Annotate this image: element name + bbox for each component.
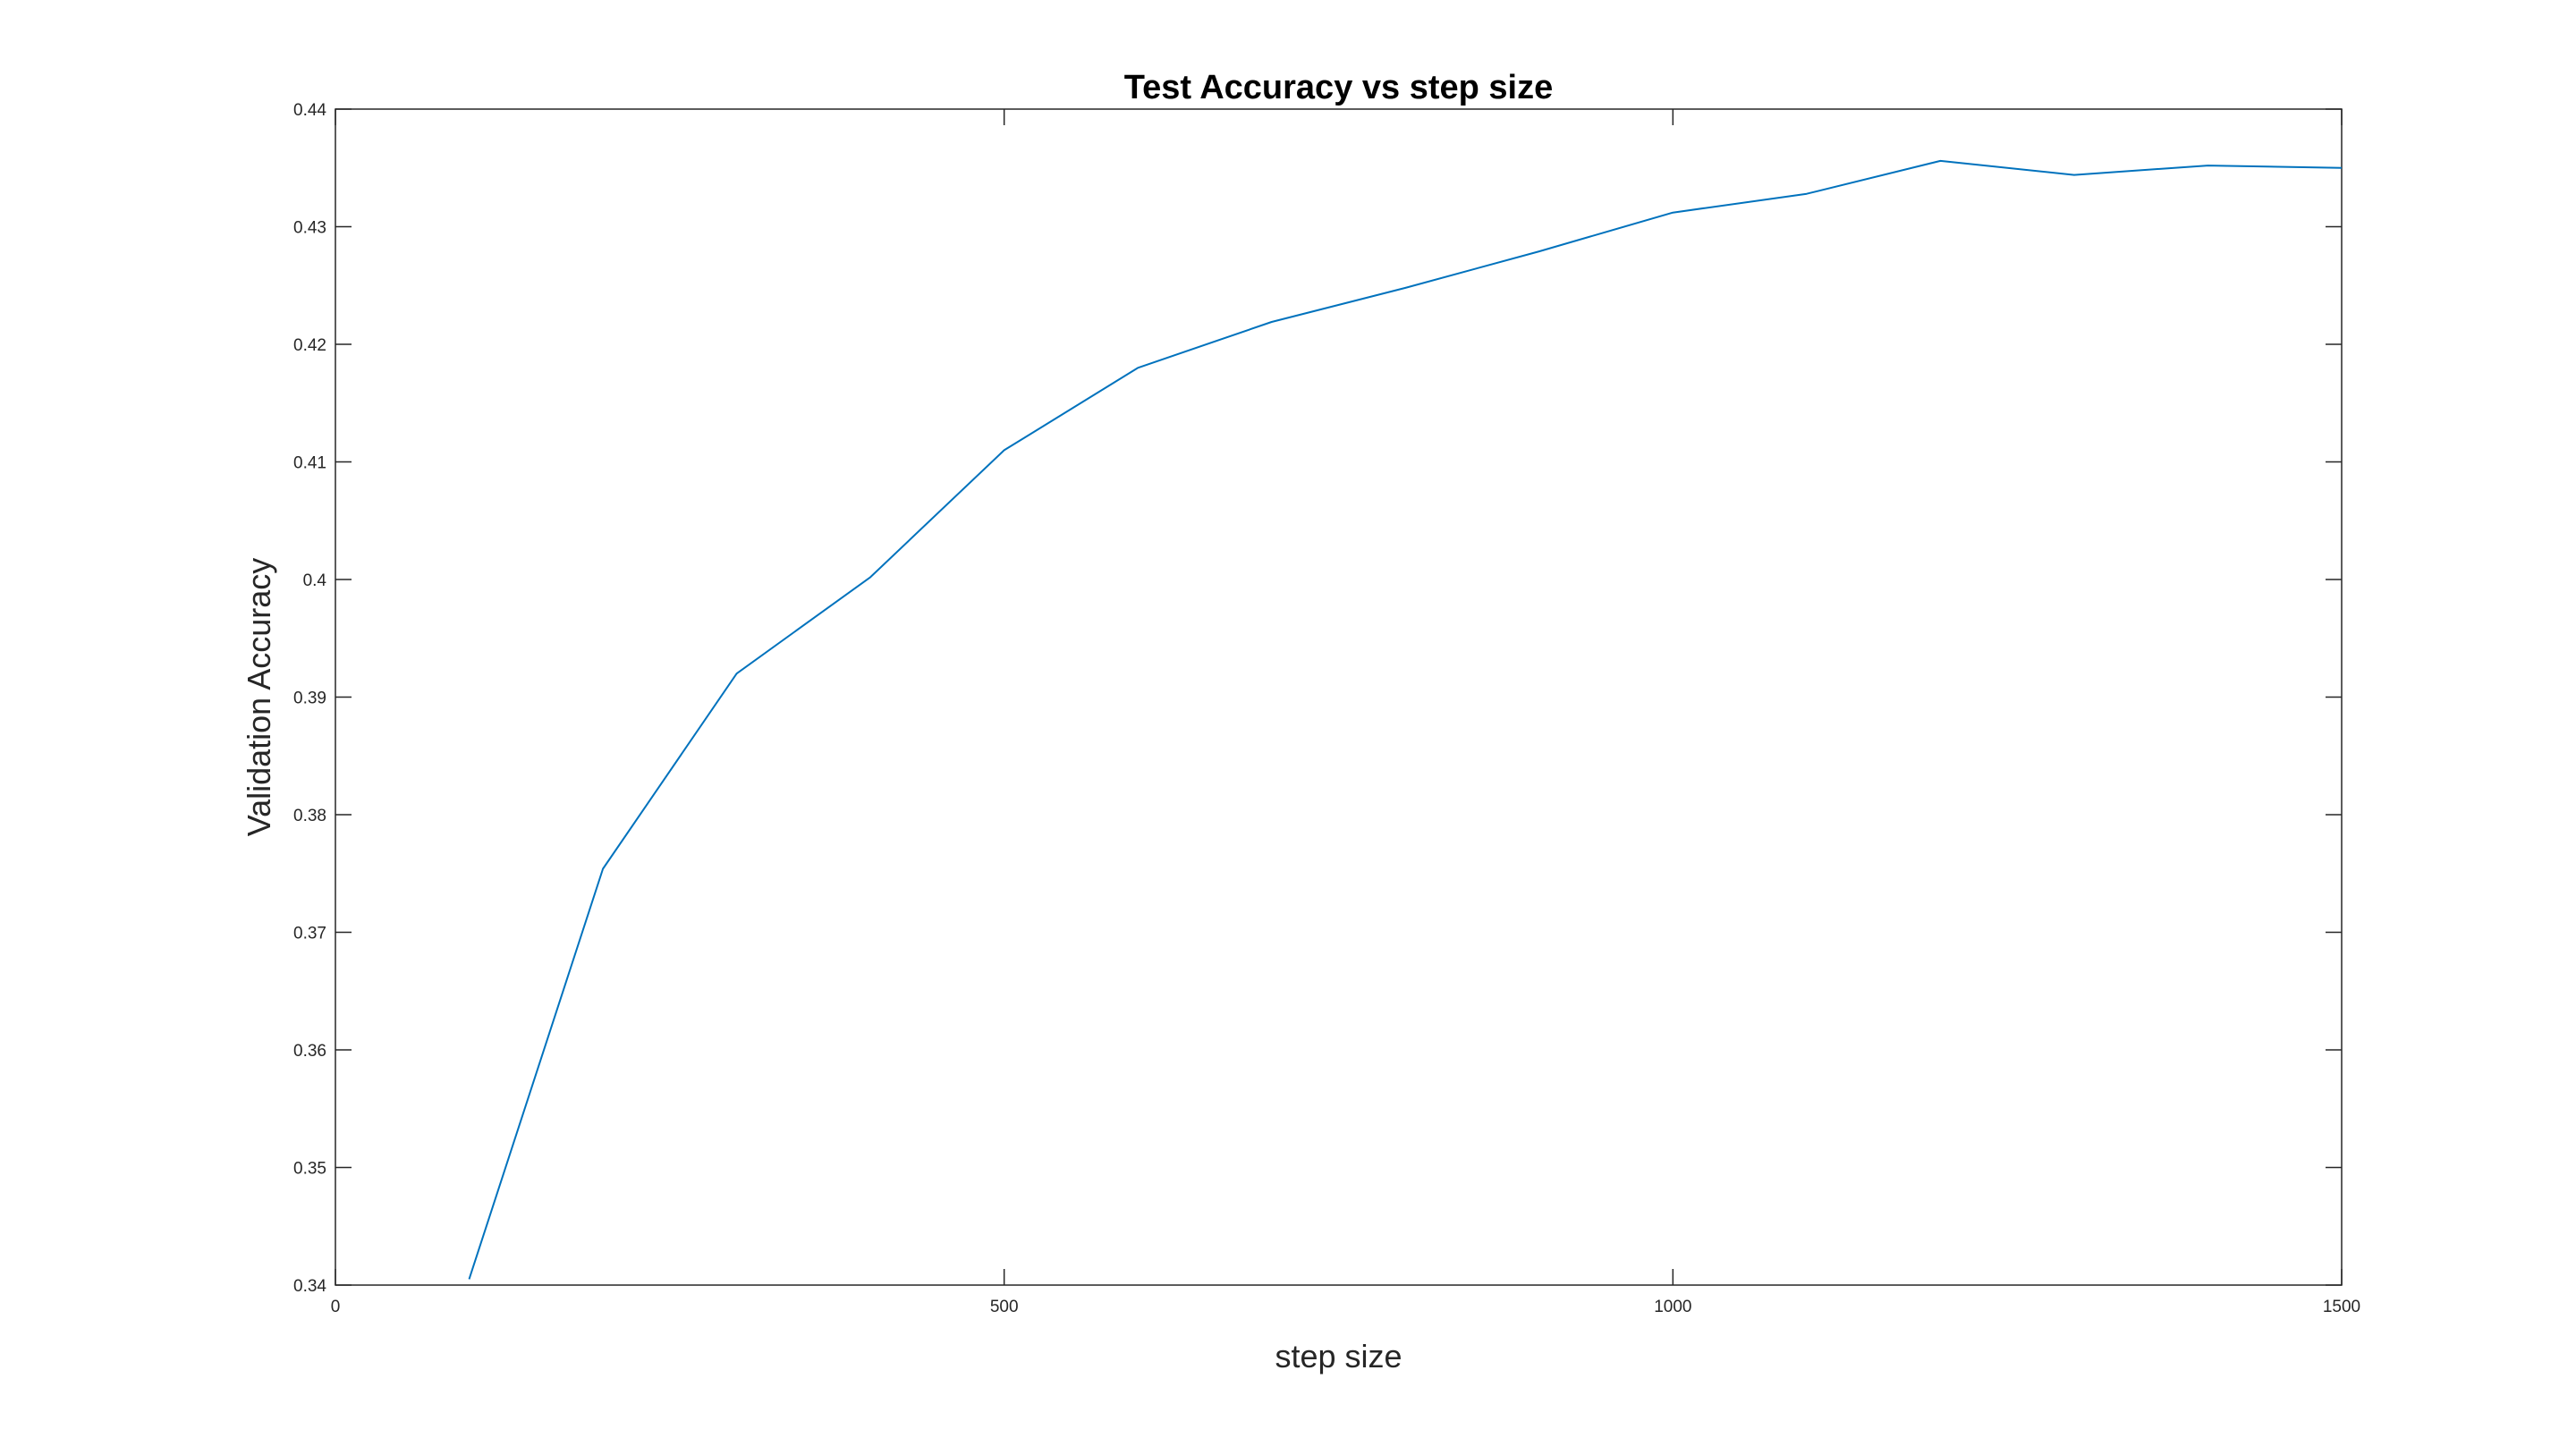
y-tick-label: 0.43 [293,219,326,238]
y-tick-label: 0.36 [293,1042,326,1061]
axis-tick-labels: 0 500 1000 1500 0.34 0.35 0.36 0.37 0.38 0.39 0.4 0… [293,101,2360,1316]
y-axis-label: Validation Accuracy [241,558,277,837]
y-tick-label: 0.34 [293,1277,326,1296]
series-group [468,159,2343,1280]
plot-area [335,108,2343,1286]
chart-title: Test Accuracy vs step size [1124,69,1553,106]
axis-ticks [335,108,2343,1286]
y-tick-label: 0.42 [293,336,326,355]
x-tick-label: 0 [331,1298,341,1316]
y-tick-label: 0.41 [293,454,326,473]
x-tick-label: 1500 [2323,1298,2360,1316]
x-axis-label: step size [1275,1338,1402,1375]
x-tick-label: 1000 [1654,1298,1691,1316]
y-tick-label: 0.4 [303,571,327,590]
y-tick-label: 0.35 [293,1160,326,1179]
series-line [468,159,2343,1280]
y-tick-label: 0.44 [293,101,326,120]
y-tick-label: 0.39 [293,689,326,708]
y-tick-label: 0.37 [293,925,326,943]
y-tick-label: 0.38 [293,807,326,825]
x-tick-label: 500 [990,1298,1019,1316]
